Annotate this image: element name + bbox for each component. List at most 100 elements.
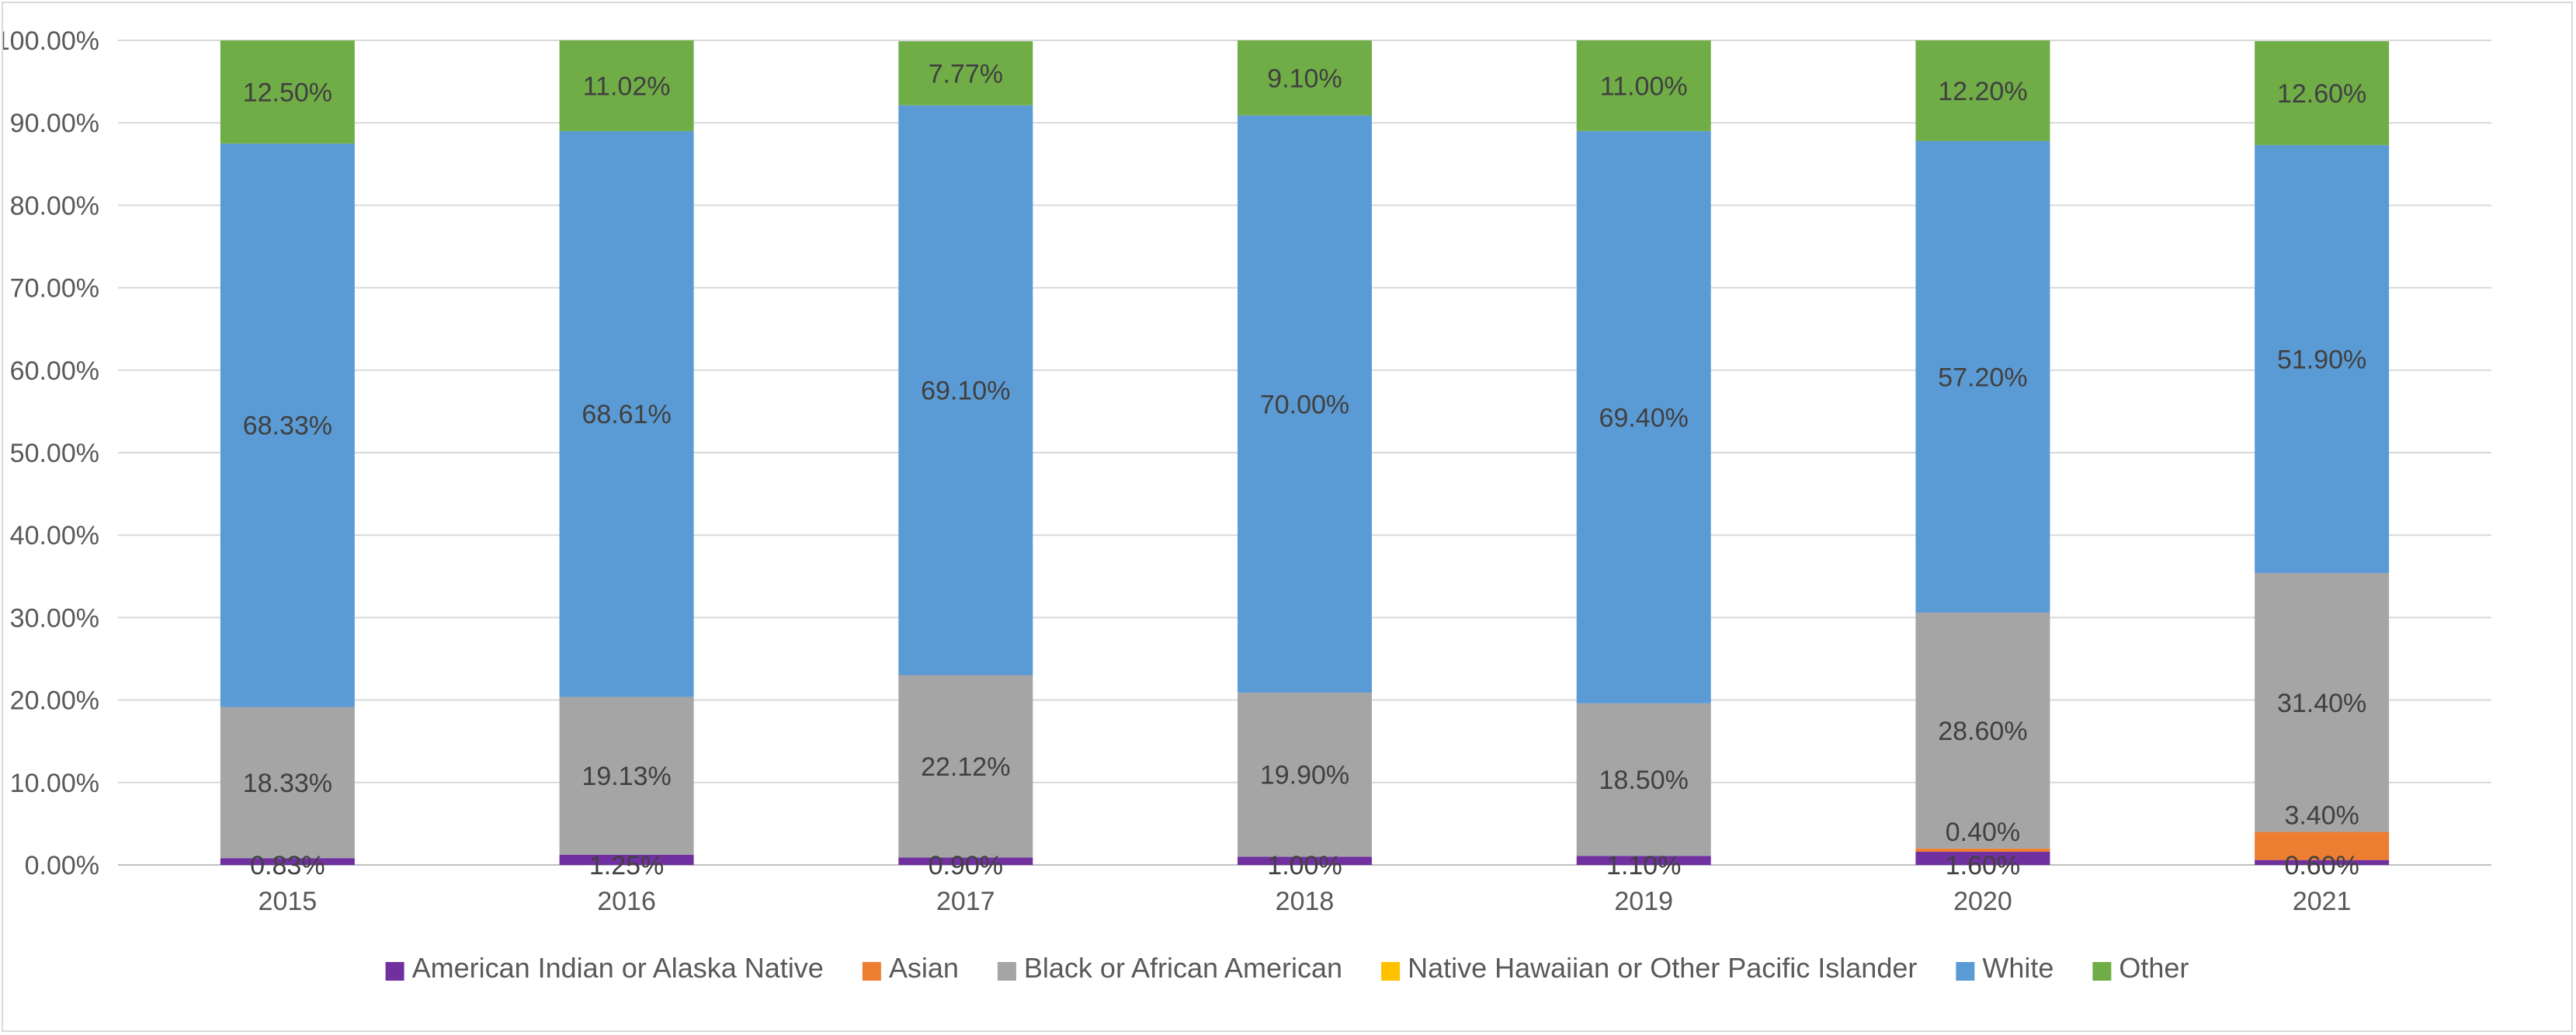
bar-segment — [220, 858, 355, 865]
x-tick-label: 2020 — [1953, 887, 2012, 916]
bar-segment — [1576, 703, 1711, 856]
x-tick-label: 2019 — [1614, 887, 1673, 916]
legend-label: Black or African American — [1024, 952, 1342, 984]
bar-segment — [2255, 41, 2390, 145]
data-label: 28.60% — [1938, 717, 2027, 746]
data-label: 51.90% — [2277, 345, 2366, 374]
y-tick-label: 50.00% — [10, 439, 99, 468]
bar-segment — [898, 41, 1033, 106]
bar-segment — [1915, 141, 2050, 613]
bar-segment — [1915, 852, 2050, 865]
bar-segment — [1576, 856, 1711, 865]
legend-item: Native Hawaiian or Other Pacific Islande… — [1381, 952, 1917, 984]
x-axis-tick-labels: 2015 2016 2017 2018 2019 2020 2021 — [259, 887, 2352, 916]
legend-item: Other — [2092, 952, 2189, 984]
legend-swatch — [1381, 962, 1401, 981]
data-labels: 0.83% 18.33% 68.33% 12.50% 1.25% 19.13% 68.61%… — [243, 59, 2367, 880]
data-label: 68.61% — [582, 400, 671, 429]
bar-segment — [1238, 856, 1372, 865]
bar-segment — [559, 696, 694, 855]
data-label: 1.60% — [1946, 851, 2020, 880]
bar-segment — [2255, 573, 2390, 832]
bar-segment — [1238, 115, 1372, 693]
legend-item: Asian — [862, 952, 959, 984]
legend: American Indian or Alaska Native Asian Bla… — [385, 952, 2189, 984]
y-tick-label: 90.00% — [10, 109, 99, 138]
x-tick-label: 2021 — [2293, 887, 2352, 916]
data-label: 69.10% — [921, 377, 1010, 406]
x-tick-label: 2016 — [597, 887, 656, 916]
bar-segment — [1915, 40, 2050, 141]
y-tick-label: 10.00% — [10, 769, 99, 798]
bar-segment — [2255, 832, 2390, 860]
x-tick-label: 2018 — [1276, 887, 1335, 916]
legend-swatch — [2092, 962, 2112, 981]
data-label: 12.20% — [1938, 77, 2027, 106]
legend-label: Other — [2119, 952, 2189, 984]
bar-segment — [898, 105, 1033, 676]
data-label: 0.90% — [929, 851, 1003, 880]
data-label: 18.50% — [1599, 766, 1689, 795]
bar-segment — [1238, 693, 1372, 857]
bar-segment — [220, 40, 355, 144]
data-label: 68.33% — [243, 412, 332, 441]
x-tick-label: 2017 — [936, 887, 995, 916]
data-label: 70.00% — [1260, 390, 1349, 419]
y-axis-tick-labels: 0.00% 10.00% 20.00% 30.00% 40.00% 50.00% 60.00… — [3, 26, 99, 880]
bar-segment — [559, 854, 694, 865]
data-label: 12.60% — [2277, 79, 2366, 109]
data-label: 0.83% — [250, 851, 325, 880]
y-tick-label: 60.00% — [10, 356, 99, 386]
legend-item: Black or African American — [997, 952, 1342, 984]
data-label: 3.40% — [2284, 801, 2359, 831]
data-label: 69.40% — [1599, 403, 1689, 432]
legend-label: American Indian or Alaska Native — [412, 952, 824, 984]
bars — [220, 40, 2390, 865]
legend-swatch — [997, 962, 1016, 981]
legend-swatch — [862, 962, 881, 981]
y-tick-label: 100.00% — [3, 26, 99, 56]
data-label: 19.13% — [582, 762, 671, 791]
data-label: 12.50% — [243, 78, 332, 107]
y-tick-label: 70.00% — [10, 274, 99, 304]
legend-swatch — [385, 962, 404, 981]
legend-item: American Indian or Alaska Native — [385, 952, 824, 984]
data-label: 7.77% — [929, 59, 1003, 89]
bar-segment — [220, 143, 355, 707]
bar-segment — [1915, 613, 2050, 849]
bar-segment — [898, 675, 1033, 858]
data-label: 9.10% — [1267, 64, 1342, 93]
data-label: 57.20% — [1938, 363, 2027, 392]
data-label: 18.33% — [243, 769, 332, 798]
bar-segment — [2255, 860, 2390, 865]
y-tick-label: 80.00% — [10, 191, 99, 221]
legend-label: Native Hawaiian or Other Pacific Islande… — [1408, 952, 1917, 984]
bar-segment — [1576, 130, 1711, 703]
bar-segment — [1576, 40, 1711, 131]
bar-segment — [559, 40, 694, 131]
y-tick-label: 30.00% — [10, 603, 99, 633]
x-tick-label: 2015 — [259, 887, 318, 916]
data-label: 0.40% — [1946, 818, 2020, 847]
data-label: 11.00% — [1600, 71, 1688, 101]
bar-segment — [898, 857, 1033, 865]
data-label: 1.25% — [589, 851, 664, 880]
bar-segment — [1915, 848, 2050, 853]
data-label: 22.12% — [921, 752, 1010, 782]
data-label: 1.00% — [1267, 851, 1342, 880]
bar-segment — [220, 707, 355, 859]
stacked-bar-chart: 0.00% 10.00% 20.00% 30.00% 40.00% 50.00% 60.00… — [3, 26, 2491, 984]
legend-swatch — [1956, 962, 1975, 981]
y-tick-label: 20.00% — [10, 686, 99, 716]
bar-segment — [559, 130, 694, 697]
data-label: 11.02% — [583, 71, 671, 101]
legend-label: Asian — [889, 952, 959, 984]
data-label: 0.60% — [2284, 851, 2359, 880]
data-label: 1.10% — [1606, 851, 1681, 880]
data-label: 19.90% — [1260, 761, 1349, 790]
legend-label: White — [1982, 952, 2054, 984]
data-label: 31.40% — [2277, 689, 2366, 718]
y-tick-label: 40.00% — [10, 521, 99, 550]
bar-segment — [2255, 144, 2390, 574]
